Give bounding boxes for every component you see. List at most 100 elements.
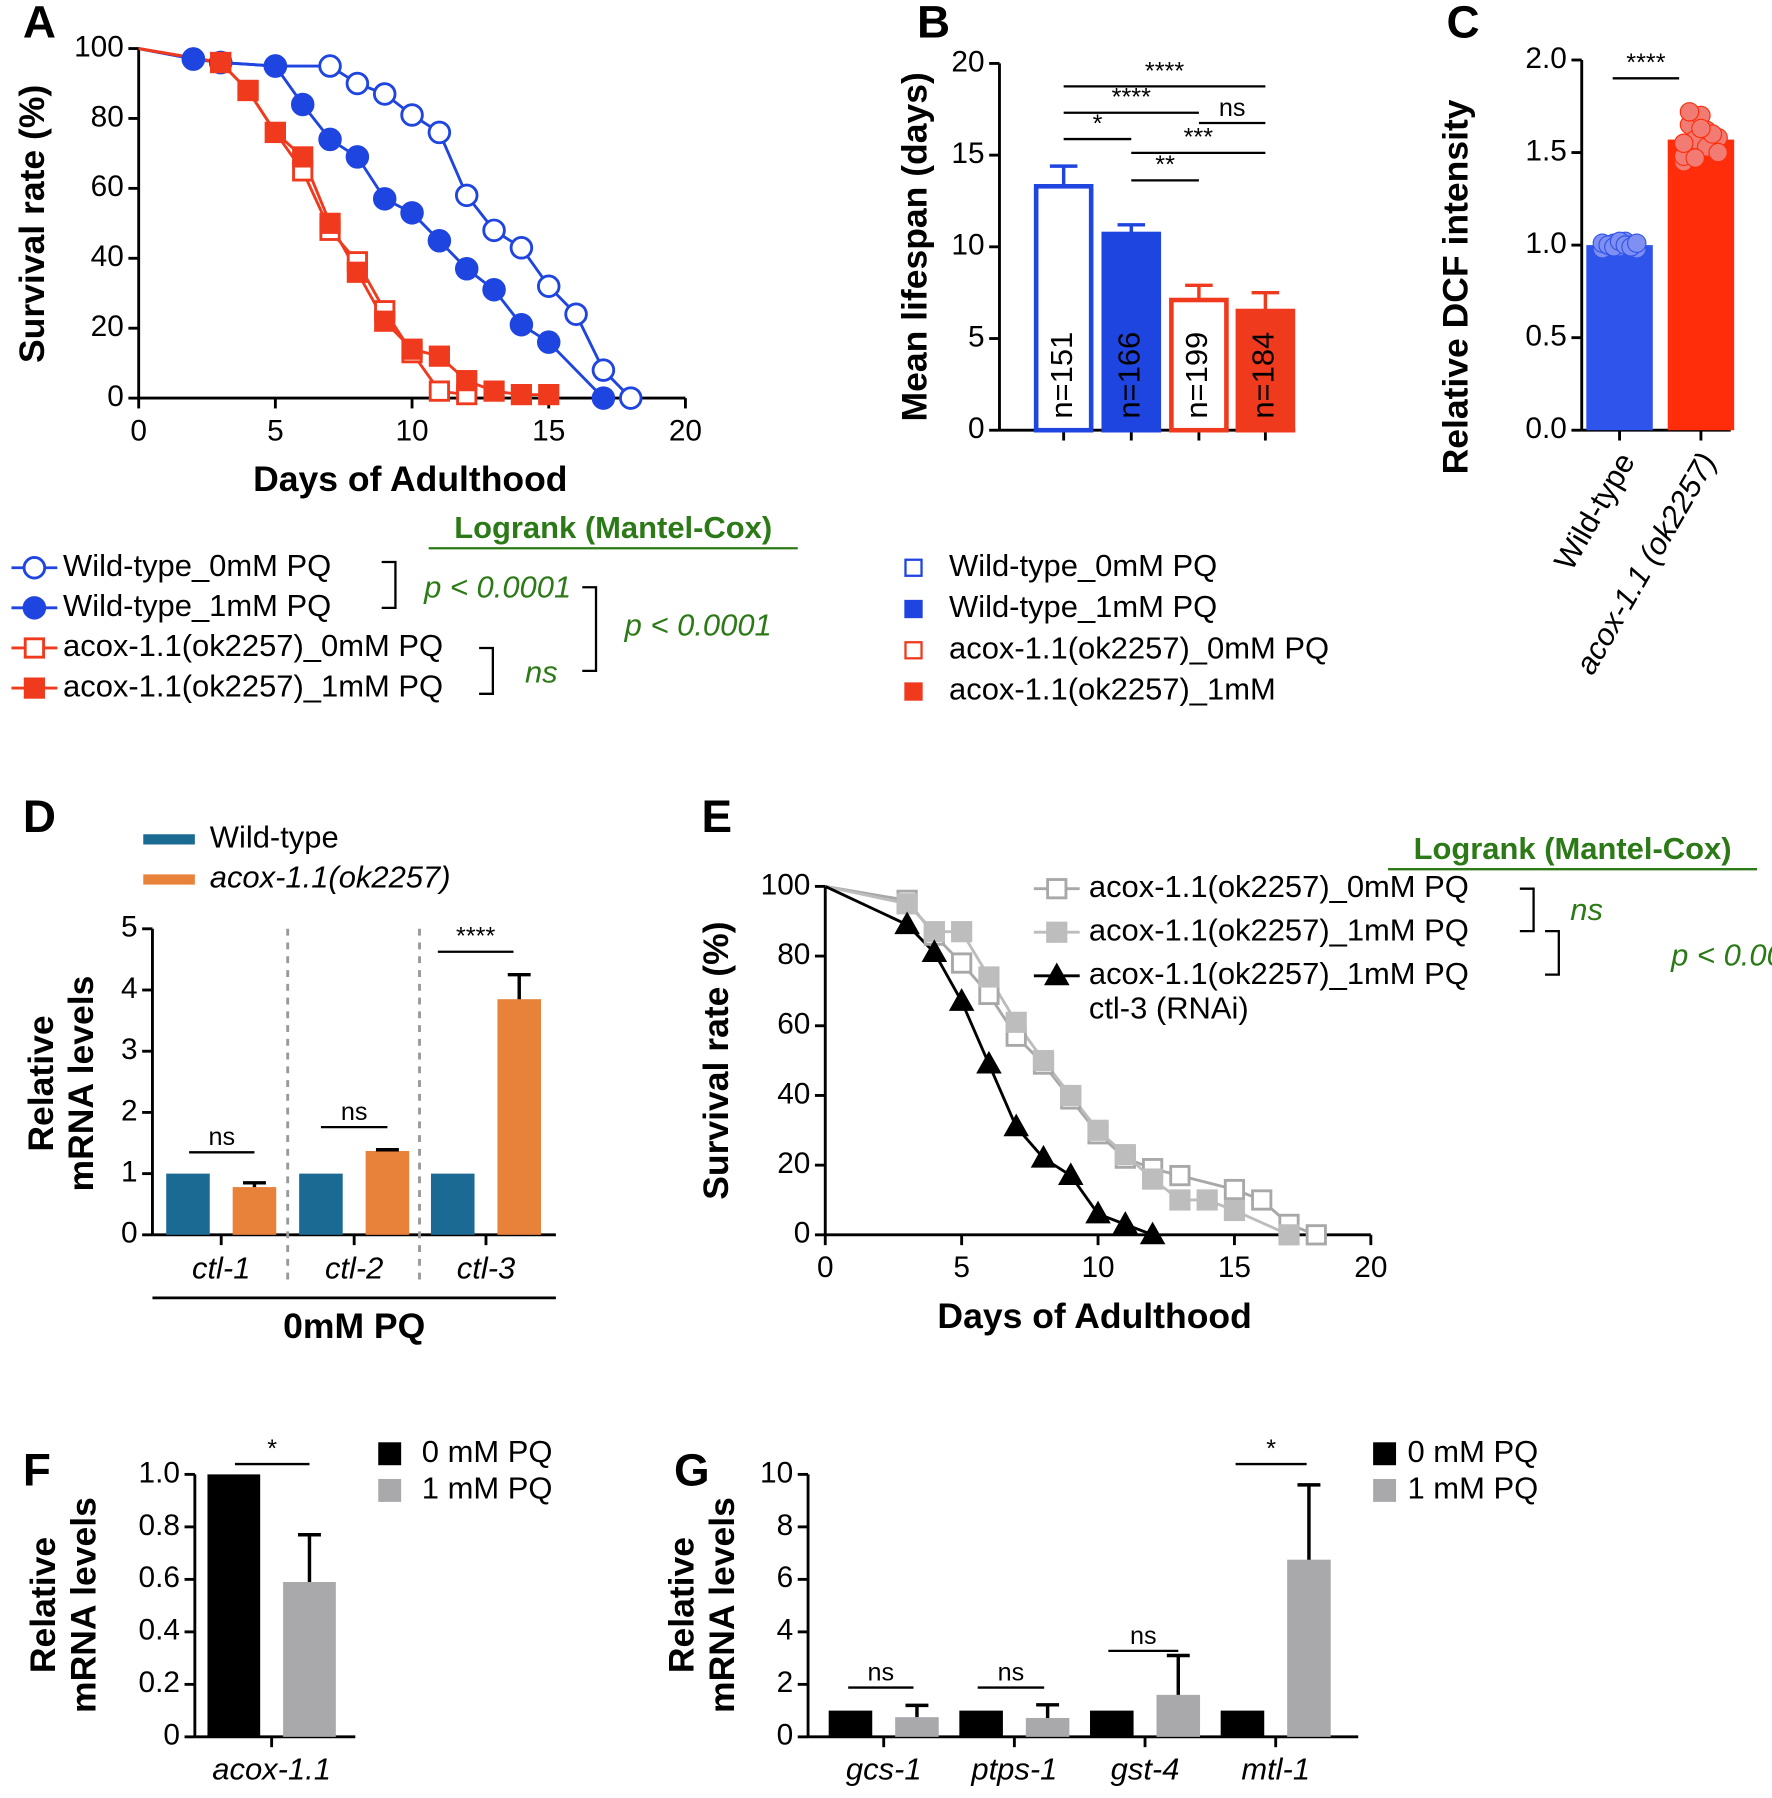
point: [1114, 1144, 1136, 1166]
y-tick-label: 80: [91, 100, 124, 133]
point: [1305, 1224, 1327, 1246]
n-label: n=199: [1179, 332, 1214, 419]
point: [978, 966, 1000, 988]
legend-swatch: [1373, 1478, 1397, 1502]
bar: [1667, 139, 1735, 431]
point: [1278, 1224, 1300, 1246]
point: [921, 939, 948, 963]
x-tick-label: 15: [1218, 1251, 1251, 1284]
point: [1030, 1144, 1057, 1168]
legend-label: acox-1.1(ok2257)_1mM PQ: [63, 668, 443, 703]
y-tick-label: 20: [777, 1147, 810, 1180]
legend-label: Wild-type_1mM PQ: [63, 588, 331, 623]
x-tick-label: gcs-1: [846, 1751, 922, 1786]
y-tick-label: 80: [777, 938, 810, 971]
bracket: [1545, 929, 1560, 976]
legend-swatch: [904, 599, 923, 619]
bar: [207, 1474, 261, 1737]
y-axis-label: Relative: [662, 1537, 702, 1673]
y-tick-label: 100: [74, 30, 124, 63]
x-tick-label: acox-1.1: [212, 1751, 331, 1786]
x-tick-label: 10: [1081, 1251, 1114, 1284]
y-tick-label: 0.4: [139, 1614, 180, 1647]
x-tick-label: ctl-3: [457, 1251, 515, 1286]
point: [1169, 1164, 1191, 1187]
point: [951, 952, 973, 974]
bar: [1169, 297, 1229, 433]
point: [1223, 1178, 1246, 1201]
error-bar: [375, 1148, 399, 1152]
legend-label: acox-1.1(ok2257)_1mM: [949, 672, 1276, 707]
y-axis-label: mRNA levels: [63, 1497, 103, 1713]
legend-swatch: [904, 682, 923, 701]
panel-letter: D: [23, 791, 56, 842]
point: [374, 310, 396, 332]
point: [483, 380, 505, 402]
point: [292, 146, 314, 168]
legend-title: Logrank (Mantel-Cox): [454, 510, 772, 545]
y-tick-label: 60: [91, 170, 124, 203]
y-axis-label: Relative DCF intensity: [1435, 99, 1475, 474]
x-tick-label: Wild-type: [1547, 447, 1642, 576]
x-tick-label: 5: [267, 414, 284, 447]
y-tick-label: 2: [121, 1094, 138, 1127]
y-tick-label: 1.5: [1525, 134, 1566, 167]
error-bar: [1166, 1653, 1190, 1695]
point: [536, 274, 561, 298]
significance-label: *: [267, 1435, 277, 1463]
legend-label: Wild-type_1mM PQ: [949, 589, 1217, 624]
panel-letter: C: [1446, 0, 1479, 48]
point: [181, 47, 206, 71]
y-tick-label: 2.0: [1525, 42, 1566, 75]
legend-swatch: [1373, 1442, 1397, 1466]
point: [318, 54, 342, 78]
panel-letter: B: [917, 0, 950, 48]
y-tick-label: 0: [163, 1719, 180, 1752]
point: [1057, 1162, 1084, 1186]
point: [428, 345, 450, 367]
error-bar: [242, 1181, 266, 1188]
point: [536, 330, 561, 354]
y-tick-label: 8: [777, 1509, 794, 1542]
significance-label: ns: [341, 1098, 368, 1126]
point: [23, 677, 45, 699]
point: [1046, 921, 1068, 943]
point: [400, 103, 424, 127]
significance-label: ****: [456, 923, 495, 951]
error-bar: [1117, 223, 1146, 234]
y-tick-label: 15: [951, 137, 984, 170]
y-tick-label: 0.6: [139, 1561, 180, 1594]
significance-label: *: [1093, 110, 1103, 138]
point: [1139, 1221, 1166, 1245]
y-axis-label: Survival rate (%): [12, 85, 52, 363]
legend-label: acox-1.1(ok2257): [210, 860, 451, 895]
x-axis-label: Days of Adulthood: [937, 1296, 1251, 1336]
bar: [895, 1717, 939, 1737]
point: [372, 82, 397, 106]
point: [23, 637, 45, 659]
y-tick-label: 0.0: [1525, 412, 1566, 445]
significance-label: ***: [1184, 124, 1214, 152]
point: [509, 236, 534, 260]
point: [1196, 1189, 1218, 1211]
panel-letter: G: [674, 1444, 710, 1495]
bar: [365, 1150, 410, 1235]
point: [264, 121, 286, 144]
error-bar: [905, 1703, 929, 1718]
y-tick-label: 0.8: [139, 1509, 180, 1542]
point: [22, 556, 47, 580]
point: [1223, 1199, 1246, 1222]
y-tick-label: 60: [777, 1008, 810, 1041]
y-axis-label: mRNA levels: [61, 976, 101, 1192]
series-line: [138, 47, 605, 400]
panel-letter: F: [23, 1444, 51, 1495]
panel-letter: E: [701, 791, 732, 842]
significance-label: ns: [998, 1658, 1025, 1686]
point: [896, 893, 918, 915]
comparison-label: p < 0.0001: [423, 570, 571, 605]
point: [210, 51, 232, 74]
point: [923, 921, 945, 943]
error-bar: [298, 1533, 321, 1582]
point: [346, 261, 368, 283]
significance-label: ns: [1130, 1622, 1157, 1650]
